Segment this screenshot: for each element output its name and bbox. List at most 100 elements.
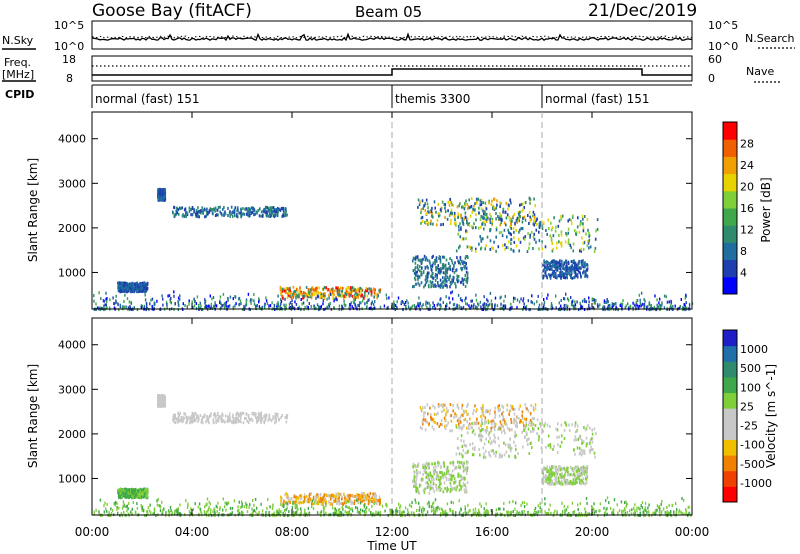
echo-cell (560, 241, 562, 245)
echo-cell (317, 493, 320, 497)
echo-cell (530, 404, 532, 407)
echo-cell (429, 483, 432, 487)
echo-cell (566, 468, 568, 472)
echo-cell (613, 302, 616, 306)
echo-cell (560, 473, 562, 477)
echo-cell (576, 429, 579, 433)
echo-cell (373, 295, 376, 299)
echo-cell (430, 267, 433, 271)
echo-cell (243, 304, 245, 308)
echo-cell (581, 441, 583, 445)
echo-cell (553, 465, 555, 469)
echo-cell (489, 239, 492, 243)
echo-cell (685, 306, 688, 310)
echo-cell (270, 213, 272, 217)
echo-cell (287, 293, 290, 297)
echo-cell (421, 220, 424, 223)
echo-cell (223, 213, 225, 217)
echo-cell (461, 237, 464, 241)
echo-cell (523, 417, 526, 421)
echo-cell (585, 427, 588, 431)
echo-cell (197, 206, 199, 210)
echo-cell (532, 222, 535, 226)
echo-cell (106, 297, 108, 301)
echo-cell (464, 468, 467, 472)
echo-cell (308, 302, 310, 305)
echo-cell (177, 415, 180, 419)
echo-cell (240, 420, 242, 424)
echo-cell (520, 297, 522, 301)
echo-cell (577, 267, 579, 271)
colorbar-swatch (723, 208, 737, 226)
echo-cell (373, 303, 375, 307)
echo-cell (444, 216, 446, 220)
echo-cell (288, 289, 290, 293)
echo-cell (162, 297, 164, 301)
echo-cell (510, 201, 512, 205)
echo-cell (445, 467, 448, 471)
echo-cell (423, 285, 425, 289)
echo-cell (479, 453, 481, 457)
echo-cell (253, 302, 256, 306)
echo-cell (523, 206, 525, 210)
echo-cell (274, 214, 277, 218)
echo-cell (581, 438, 583, 442)
echo-cell (213, 413, 215, 417)
echo-cell (501, 454, 503, 458)
echo-cell (318, 286, 320, 290)
echo-cell (431, 418, 433, 422)
echo-cell (572, 214, 574, 218)
echo-cell (144, 287, 146, 290)
echo-cell (435, 471, 438, 475)
echo-cell (465, 255, 467, 259)
echo-cell (486, 303, 488, 307)
echo-cell (264, 414, 266, 418)
echo-cell (553, 472, 555, 476)
echo-cell (421, 266, 423, 270)
echo-cell (276, 208, 278, 211)
echo-cell (491, 219, 493, 223)
echo-cell (467, 223, 469, 226)
echo-cell (521, 410, 524, 414)
echo-cell (240, 207, 242, 211)
echo-cell (283, 303, 285, 307)
echo-cell (463, 264, 465, 268)
echo-cell (575, 438, 577, 442)
echo-cell (457, 279, 460, 283)
echo-cell (274, 417, 277, 421)
echo-cell (597, 304, 599, 308)
echo-cell (425, 300, 427, 304)
echo-cell (144, 298, 147, 302)
echo-cell (241, 411, 244, 415)
echo-cell (158, 194, 160, 198)
echo-cell (172, 210, 174, 214)
echo-cell (489, 454, 492, 458)
echo-cell (512, 249, 515, 253)
echo-cell (525, 421, 527, 425)
echo-cell (499, 201, 501, 205)
echo-cell (383, 304, 386, 308)
echo-cell (570, 260, 573, 264)
echo-cell (502, 415, 504, 418)
echo-cell (457, 472, 460, 476)
echo-cell (426, 202, 429, 206)
echo-cell (568, 423, 570, 427)
echo-cell (265, 210, 268, 214)
echo-cell (198, 306, 200, 310)
echo-cell (486, 298, 488, 302)
echo-cell (460, 439, 462, 443)
echo-cell (524, 235, 527, 239)
echo-cell (118, 286, 120, 290)
echo-cell (286, 416, 288, 420)
echo-cell (484, 449, 487, 453)
echo-cell (518, 407, 520, 411)
echo-cell (437, 460, 439, 464)
echo-cell (119, 281, 121, 285)
echo-cell (239, 416, 242, 420)
echo-cell (285, 306, 287, 310)
echo-cell (415, 476, 417, 480)
echo-cell (329, 291, 332, 295)
echo-cell (322, 302, 324, 306)
echo-cell (374, 292, 377, 296)
echo-cell (435, 256, 438, 260)
